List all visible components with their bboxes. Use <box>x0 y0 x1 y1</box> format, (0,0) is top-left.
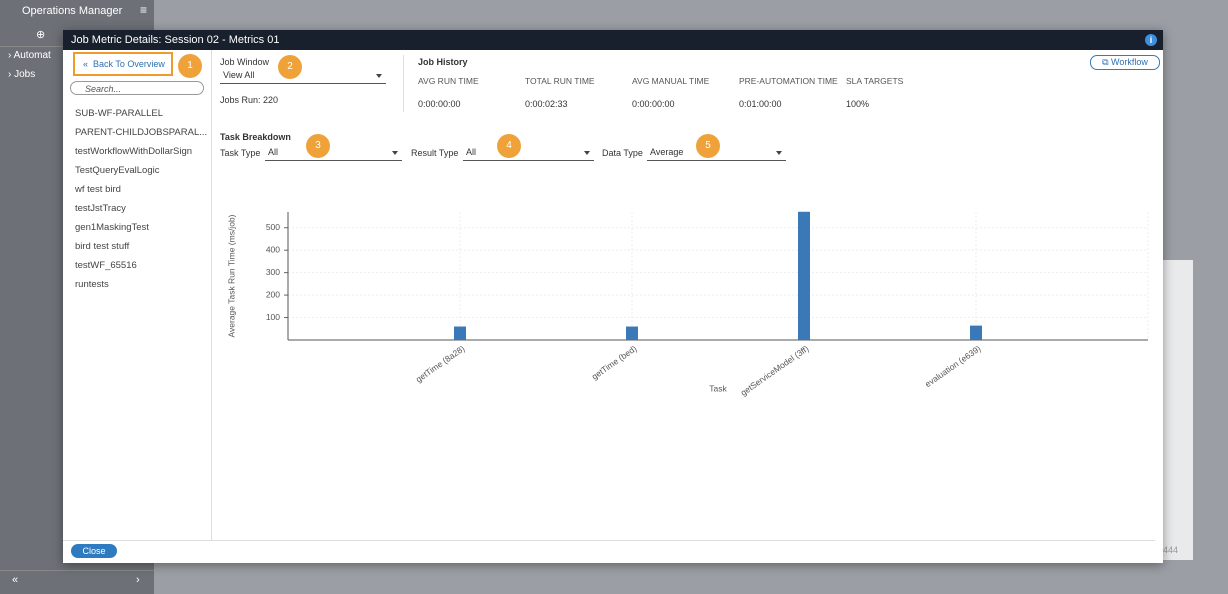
job-window-label: Job Window <box>220 57 270 67</box>
callout: 1 <box>178 54 202 78</box>
workflow-button[interactable]: ⧉ Workflow <box>1090 55 1160 70</box>
history-value: 0:00:00:00 <box>632 99 675 109</box>
job-history-title: Job History <box>418 57 468 67</box>
history-column: SLA TARGETS <box>846 76 904 86</box>
job-window-select[interactable]: View All <box>220 70 386 84</box>
job-item[interactable]: SUB-WF-PARALLEL <box>75 108 163 119</box>
jobs-run-value: 220 <box>263 95 279 105</box>
filter-select[interactable]: All <box>265 147 402 161</box>
filter-label: Data Type <box>602 148 643 158</box>
select-value: Average <box>650 147 684 157</box>
divider <box>211 50 212 540</box>
history-column: AVG RUN TIME <box>418 76 479 86</box>
add-icon[interactable]: ⊕ <box>36 29 46 41</box>
modal-title: Job Metric Details: Session 02 - Metrics… <box>71 34 280 46</box>
expand-icon[interactable]: › <box>136 574 140 586</box>
select-value: View All <box>223 70 255 80</box>
nav-item[interactable]: › Jobs <box>8 69 36 80</box>
nav-label: Automat <box>13 50 51 61</box>
search-input[interactable]: Search... <box>70 81 204 95</box>
divider <box>0 570 154 571</box>
job-item[interactable]: wf test bird <box>75 184 121 195</box>
select-value: All <box>268 147 279 157</box>
modal-header: Job Metric Details: Session 02 - Metrics… <box>63 30 1163 50</box>
job-item[interactable]: runtests <box>75 279 109 290</box>
filter-select[interactable]: Average <box>647 147 786 161</box>
divider <box>63 540 1155 541</box>
callout: 3 <box>306 134 330 158</box>
history-column: TOTAL RUN TIME <box>525 76 595 86</box>
filter-select[interactable]: All <box>463 147 594 161</box>
jobs-run: Jobs Run: 220 <box>220 95 278 105</box>
divider <box>403 55 404 112</box>
callout: 5 <box>696 134 720 158</box>
job-item[interactable]: PARENT-CHILDJOBSPARAL... <box>75 127 208 138</box>
workflow-label: Workflow <box>1111 57 1148 67</box>
filter-label: Result Type <box>411 148 459 158</box>
history-column: PRE-AUTOMATION TIME <box>739 76 838 86</box>
job-item[interactable]: gen1MaskingTest <box>75 222 149 233</box>
history-value: 0:01:00:00 <box>739 99 782 109</box>
filter-label: Task Type <box>220 148 261 158</box>
history-value: 100% <box>846 99 870 109</box>
job-item[interactable]: bird test stuff <box>75 241 130 252</box>
search-placeholder: Search... <box>85 84 122 94</box>
nav-item[interactable]: › Automat <box>8 50 51 61</box>
job-item[interactable]: TestQueryEvalLogic <box>75 165 160 176</box>
background-panel <box>1163 260 1193 560</box>
history-column: AVG MANUAL TIME <box>632 76 710 86</box>
info-icon[interactable]: i <box>1145 34 1157 46</box>
app-title: Operations Manager <box>22 5 123 17</box>
nav-label: Jobs <box>14 69 36 80</box>
back-button[interactable]: « Back To Overview <box>73 52 173 76</box>
background-text: 444 <box>1163 545 1179 555</box>
close-button[interactable]: Close <box>71 544 117 558</box>
history-value: 0:00:00:00 <box>418 99 461 109</box>
history-value: 0:00:02:33 <box>525 99 568 109</box>
callout: 2 <box>278 55 302 79</box>
modal: Job Metric Details: Session 02 - Metrics… <box>63 30 1163 563</box>
callout: 4 <box>497 134 521 158</box>
task-breakdown-title: Task Breakdown <box>220 132 291 142</box>
select-value: All <box>466 147 477 157</box>
job-item[interactable]: testWorkflowWithDollarSign <box>75 146 193 157</box>
close-label: Close <box>82 546 106 556</box>
collapse-icon[interactable]: « <box>12 574 19 586</box>
jobs-run-label: Jobs Run: <box>220 95 261 105</box>
job-item[interactable]: testWF_65516 <box>75 260 137 271</box>
back-label: Back To Overview <box>93 59 165 69</box>
job-item[interactable]: testJstTracy <box>75 203 126 214</box>
menu-icon[interactable]: ≡ <box>140 3 148 17</box>
